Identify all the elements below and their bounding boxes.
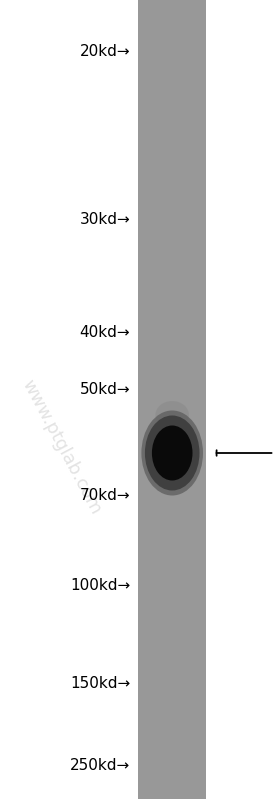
Text: 150kd→: 150kd→ xyxy=(70,675,130,690)
Text: 20kd→: 20kd→ xyxy=(80,43,130,58)
Bar xyxy=(138,0,206,799)
Text: 100kd→: 100kd→ xyxy=(70,578,130,593)
Ellipse shape xyxy=(145,415,199,491)
Text: 40kd→: 40kd→ xyxy=(80,325,130,340)
Ellipse shape xyxy=(155,401,189,429)
Ellipse shape xyxy=(152,426,193,480)
Text: www.ptglab.com: www.ptglab.com xyxy=(18,377,105,518)
Text: 250kd→: 250kd→ xyxy=(70,757,130,773)
Ellipse shape xyxy=(141,411,203,495)
Text: 50kd→: 50kd→ xyxy=(80,383,130,397)
Text: 70kd→: 70kd→ xyxy=(80,487,130,503)
Text: 30kd→: 30kd→ xyxy=(80,212,130,226)
